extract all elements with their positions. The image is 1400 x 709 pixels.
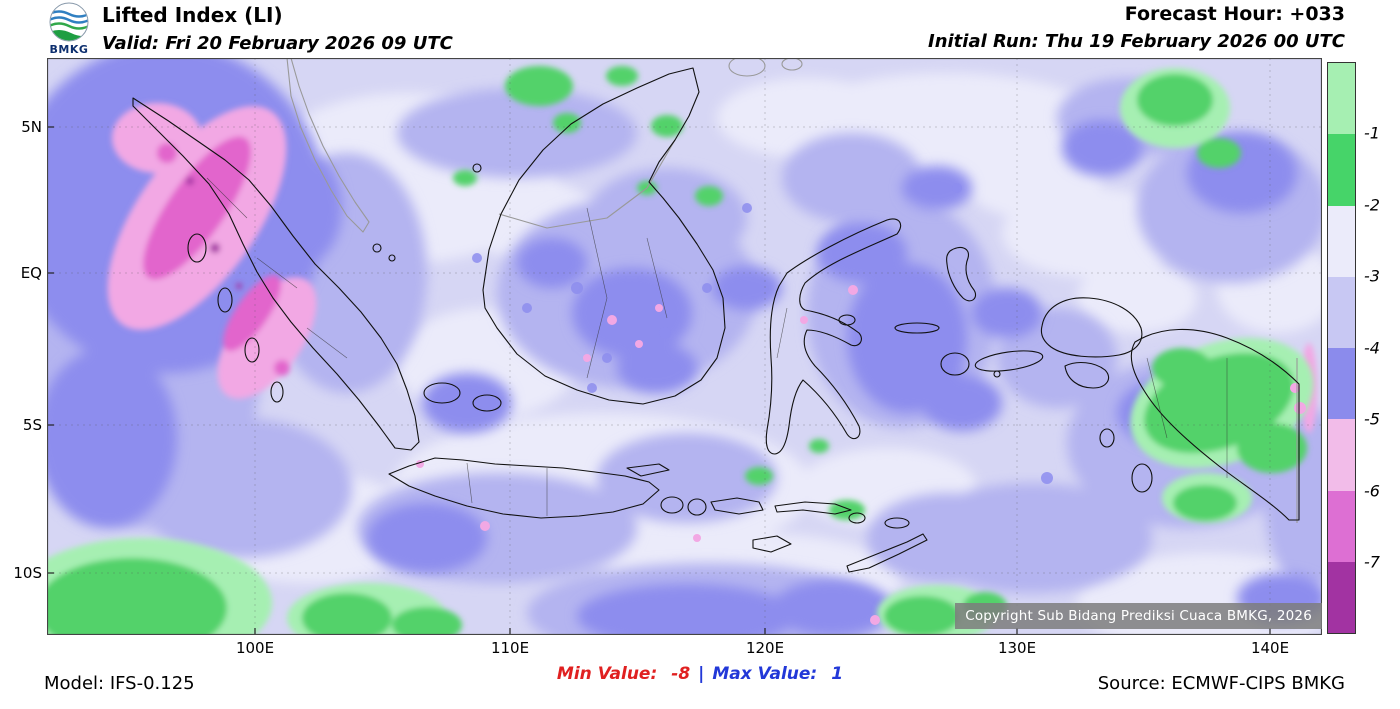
colorbar-tick-0: -1 — [1364, 123, 1380, 143]
lat-label-eq: EQ — [20, 264, 42, 282]
colorbar-segment-0 — [1328, 63, 1355, 135]
colorbar-segment-2 — [1328, 205, 1355, 277]
min-label: Min Value: — [556, 664, 658, 684]
minmax-values: Min Value: -8 | Max Value: 1 — [557, 664, 843, 684]
colorbar-tick-5: -6 — [1364, 481, 1380, 501]
bmkg-logo-icon — [49, 2, 89, 42]
title-block: Lifted Index (LI) Valid: Fri 20 February… — [102, 3, 453, 54]
colorbar-tick-4: -5 — [1364, 409, 1380, 429]
colorbar-segment-6 — [1328, 490, 1355, 562]
valid-time: Valid: Fri 20 February 2026 09 UTC — [102, 33, 453, 54]
lon-label-130e: 130E — [997, 639, 1037, 657]
run-block: Forecast Hour: +033 Initial Run: Thu 19 … — [928, 3, 1345, 52]
lon-label-110e: 110E — [490, 639, 530, 657]
lat-label-5n: 5N — [21, 118, 42, 136]
copyright-overlay: Copyright Sub Bidang Prediksi Cuaca BMKG… — [955, 603, 1322, 629]
colorbar-tick-6: -7 — [1364, 552, 1380, 572]
colorbar-segment-3 — [1328, 276, 1355, 348]
li-contour-map — [47, 58, 1322, 635]
forecast-hour: Forecast Hour: +033 — [1124, 3, 1345, 25]
lon-label-100e: 100E — [235, 639, 275, 657]
lon-label-120e: 120E — [745, 639, 785, 657]
max-value: 1 — [831, 664, 844, 684]
colorbar-tick-2: -3 — [1364, 266, 1380, 286]
lat-label-5s: 5S — [22, 416, 42, 434]
bmkg-logo: BMKG — [42, 1, 96, 55]
colorbar-segment-4 — [1328, 348, 1355, 420]
map-frame — [47, 58, 1322, 635]
colorbar-segment-1 — [1328, 134, 1355, 206]
lat-label-10s: 10S — [13, 564, 42, 582]
lon-label-140e: 140E — [1250, 639, 1290, 657]
colorbar-tick-1: -2 — [1364, 195, 1380, 215]
initial-run: Initial Run: Thu 19 February 2026 00 UTC — [928, 31, 1345, 52]
minmax-separator: | — [698, 664, 705, 684]
min-value: -8 — [671, 664, 691, 684]
max-label: Max Value: — [712, 664, 818, 684]
colorbar-segment-5 — [1328, 419, 1355, 491]
colorbar — [1327, 62, 1356, 634]
colorbar-segment-7 — [1328, 561, 1355, 633]
source-label: Source: ECMWF-CIPS BMKG — [1097, 673, 1345, 694]
model-label: Model: IFS-0.125 — [44, 673, 195, 694]
page-title: Lifted Index (LI) — [102, 3, 283, 27]
colorbar-tick-3: -4 — [1364, 338, 1380, 358]
bmkg-logo-text: BMKG — [49, 43, 89, 56]
